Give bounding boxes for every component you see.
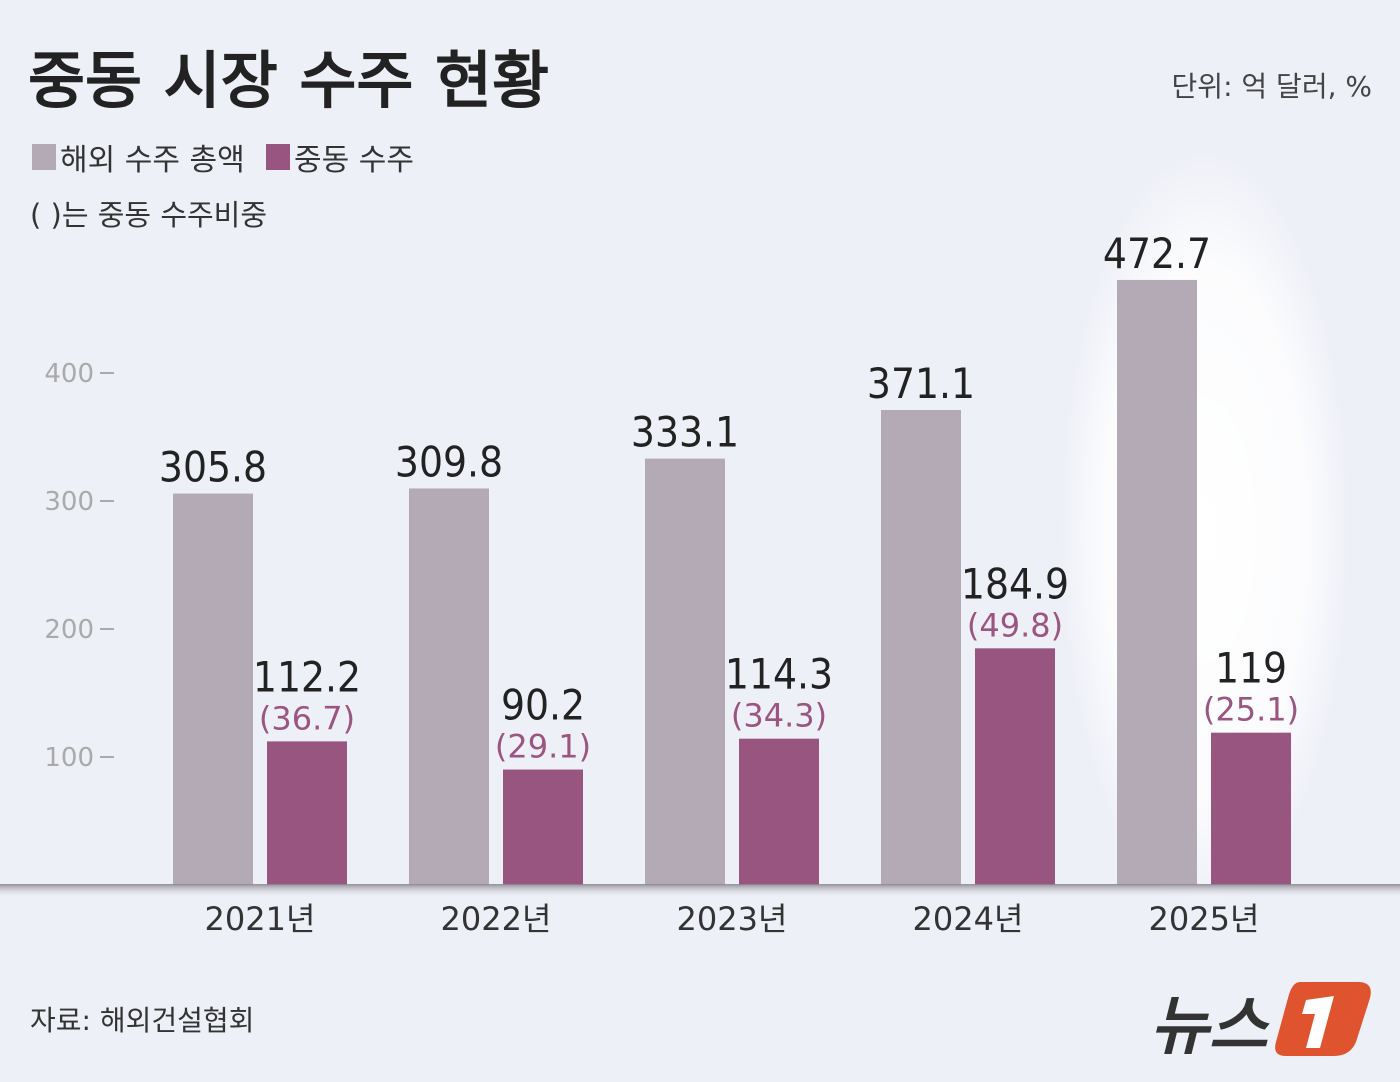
y-tick-label: 300 — [44, 487, 94, 517]
legend-swatch-mideast — [266, 144, 290, 170]
total-bar — [881, 409, 961, 885]
mideast-bar — [503, 769, 583, 885]
legend-label-mideast: 중동 수주 — [294, 143, 414, 178]
total-bar — [409, 488, 489, 885]
total-bar — [645, 458, 725, 885]
x-tick-label: 2022년 — [441, 900, 552, 938]
mideast-bar — [739, 738, 819, 885]
y-tick-label: 200 — [44, 615, 94, 645]
total-value-label: 305.8 — [159, 443, 267, 492]
mideast-value-label: 112.2 — [253, 652, 361, 701]
total-bar — [1117, 279, 1197, 886]
news1-logo: 뉴스 — [1150, 982, 1371, 1064]
unit-label: 단위: 억 달러, % — [1172, 70, 1372, 103]
share-label: (25.1) — [1203, 691, 1299, 729]
share-label: (29.1) — [495, 728, 591, 766]
chart-title: 중동 시장 수주 현황 — [28, 44, 549, 117]
total-value-label: 472.7 — [1103, 229, 1211, 278]
mideast-value-label: 90.2 — [501, 681, 585, 730]
share-label: (36.7) — [259, 699, 355, 737]
legend-swatch-total — [32, 144, 56, 170]
mideast-value-label: 114.3 — [725, 650, 833, 699]
baseline — [0, 884, 1400, 898]
x-tick-label: 2021년 — [205, 900, 316, 938]
mideast-bar — [267, 741, 347, 885]
mideast-value-label: 184.9 — [961, 559, 1069, 608]
mideast-bar — [1211, 732, 1291, 885]
x-tick-label: 2023년 — [677, 900, 788, 938]
mideast-bar — [975, 648, 1055, 885]
mideast-value-label: 119 — [1215, 644, 1287, 693]
share-label: (49.8) — [967, 606, 1063, 644]
share-label: (34.3) — [731, 697, 827, 735]
y-tick-label: 100 — [44, 743, 94, 773]
legend-label-total: 해외 수주 총액 — [60, 143, 245, 178]
x-tick-label: 2025년 — [1149, 900, 1260, 938]
total-value-label: 371.1 — [867, 359, 975, 408]
total-bar — [173, 493, 253, 885]
total-value-label: 333.1 — [631, 408, 739, 457]
svg-text:뉴스: 뉴스 — [1150, 990, 1270, 1064]
share-note: ( )는 중동 수주비중 — [30, 198, 267, 232]
source-label: 자료: 해외건설협회 — [30, 1004, 254, 1037]
total-value-label: 309.8 — [395, 437, 503, 486]
x-tick-label: 2024년 — [913, 900, 1024, 938]
y-tick-label: 400 — [44, 359, 94, 389]
